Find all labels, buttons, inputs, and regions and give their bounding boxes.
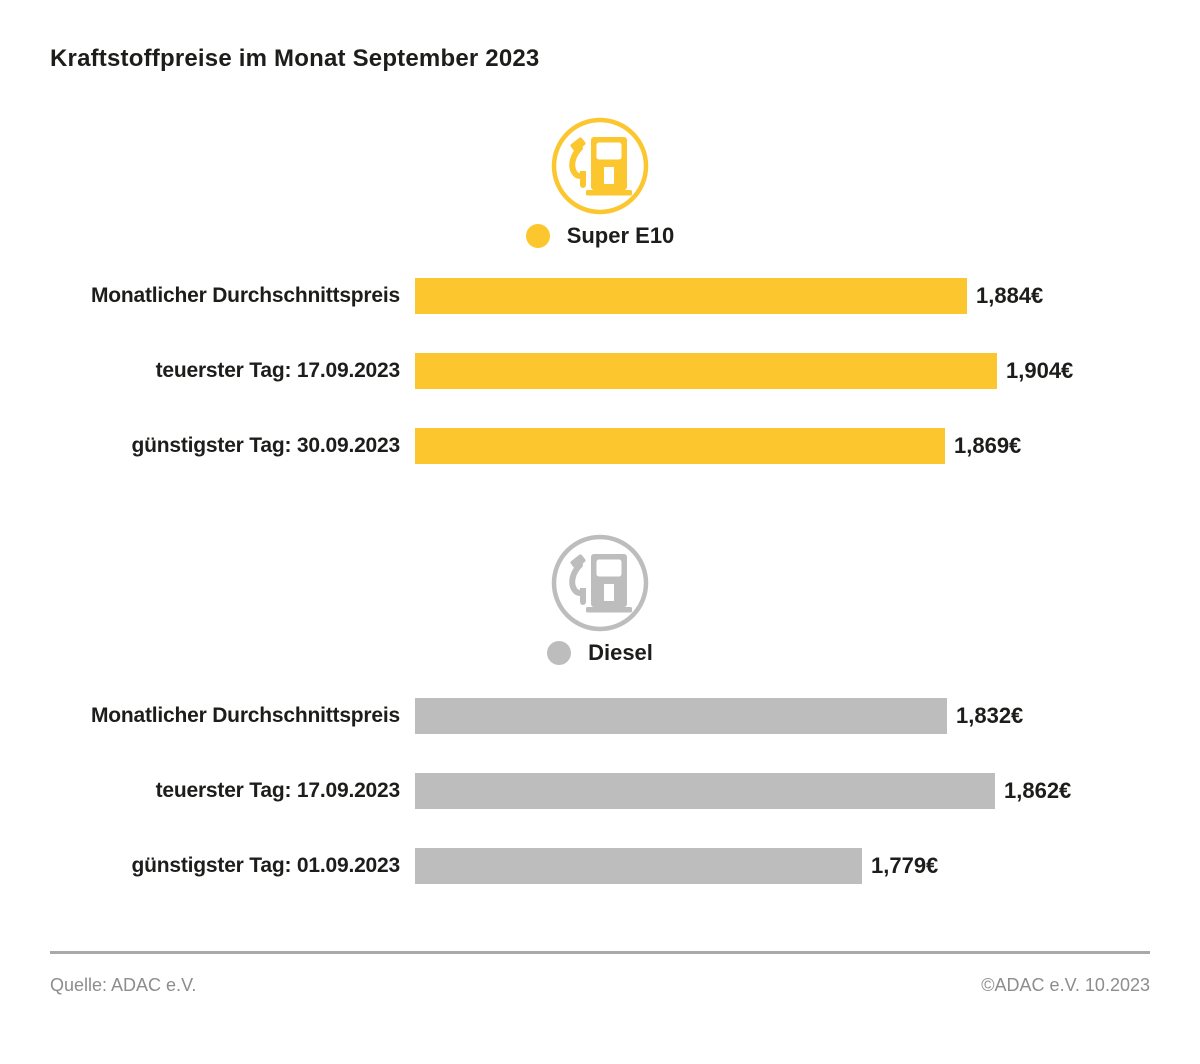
bar-row-min: günstigster Tag: 01.09.2023 1,779€ <box>50 848 1150 884</box>
bar-value: 1,862€ <box>1004 778 1072 803</box>
infographic: Kraftstoffpreise im Monat September 2023… <box>50 45 1150 996</box>
bar-rows-super-e10: Monatlicher Durchschnittspreis 1,884€ te… <box>50 278 1150 464</box>
bar-value: 1,779€ <box>871 853 939 878</box>
legend-dot-icon <box>547 641 572 665</box>
copyright-text: ©ADAC e.V. 10.2023 <box>981 975 1150 995</box>
legend-super-e10: Super E10 <box>525 221 675 251</box>
footer: Quelle: ADAC e.V. ©ADAC e.V. 10.2023 <box>50 974 1150 996</box>
bar-label: günstigster Tag: 30.09.2023 <box>131 434 401 457</box>
legend-label: Super E10 <box>566 223 675 248</box>
bar-row-max: teuerster Tag: 17.09.2023 1,862€ <box>50 773 1150 809</box>
page-title: Kraftstoffpreise im Monat September 2023 <box>50 45 540 72</box>
bar-value: 1,904€ <box>1006 358 1074 383</box>
bar-row-avg: Monatlicher Durchschnittspreis 1,832€ <box>50 698 1150 734</box>
bar-rows-diesel: Monatlicher Durchschnittspreis 1,832€ te… <box>50 698 1150 884</box>
bar-label: Monatlicher Durchschnittspreis <box>90 284 400 307</box>
fuel-pump-icon <box>550 116 650 216</box>
bar <box>415 848 862 884</box>
fuel-pump-icon <box>550 533 650 633</box>
bar-value: 1,832€ <box>956 703 1024 728</box>
bar-label: teuerster Tag: 17.09.2023 <box>155 779 401 802</box>
bar <box>415 278 967 314</box>
bar <box>415 773 995 809</box>
bar-label: günstigster Tag: 01.09.2023 <box>131 854 401 877</box>
bar-row-min: günstigster Tag: 30.09.2023 1,869€ <box>50 428 1150 464</box>
section-diesel: Diesel Monatlicher Durchschnittspreis 1,… <box>50 464 1150 884</box>
source-text: Quelle: ADAC e.V. <box>50 975 197 995</box>
bar-label: teuerster Tag: 17.09.2023 <box>155 359 401 382</box>
bar <box>415 698 947 734</box>
legend-dot-icon <box>525 224 550 248</box>
bar-row-max: teuerster Tag: 17.09.2023 1,904€ <box>50 353 1150 389</box>
bar <box>415 353 997 389</box>
bar-value: 1,869€ <box>954 433 1022 458</box>
bar <box>415 428 945 464</box>
legend-diesel: Diesel <box>547 638 653 668</box>
bar-row-avg: Monatlicher Durchschnittspreis 1,884€ <box>50 278 1150 314</box>
divider <box>50 951 1150 954</box>
bar-label: Monatlicher Durchschnittspreis <box>90 704 400 727</box>
section-super-e10: Super E10 Monatlicher Durchschnittspreis… <box>50 72 1150 464</box>
bar-value: 1,884€ <box>976 283 1044 308</box>
legend-label: Diesel <box>588 640 653 665</box>
